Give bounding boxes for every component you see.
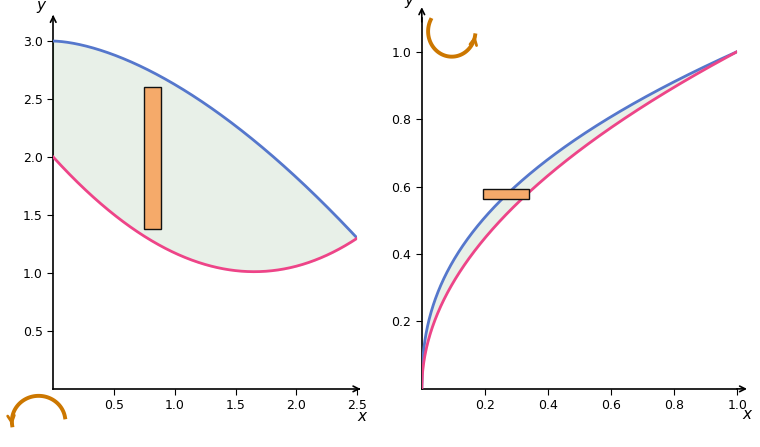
- Bar: [144, 88, 161, 229]
- Text: x: x: [357, 409, 366, 424]
- Text: y: y: [404, 0, 413, 8]
- Text: y: y: [36, 0, 46, 13]
- Text: x: x: [743, 408, 751, 422]
- Bar: [483, 189, 529, 199]
